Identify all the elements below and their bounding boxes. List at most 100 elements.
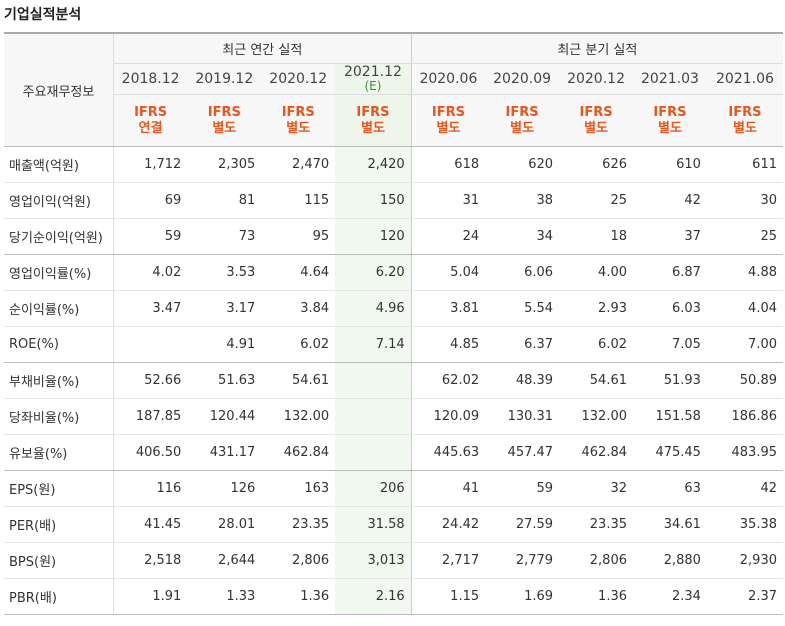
accounting-standard: IFRS 별도 [706, 94, 783, 147]
metric-value [113, 326, 188, 363]
period-label: 2020.12 [269, 71, 328, 87]
metric-value: 120 [335, 218, 412, 255]
accounting-standard: IFRS 연결 [113, 94, 188, 147]
accounting-standard: IFRS 별도 [485, 94, 560, 147]
metric-value: 611 [706, 146, 783, 183]
metric-value: 2,779 [485, 542, 560, 579]
standard-name: IFRS [207, 104, 241, 120]
metric-value: 120.09 [411, 398, 486, 435]
metric-value: 7.14 [335, 326, 412, 363]
accounting-standard: IFRS 별도 [559, 94, 633, 147]
standard-name: IFRS [134, 104, 168, 120]
statement-type: 별도 [360, 120, 385, 136]
table-row: BPS(원) 2,518 2,644 2,806 3,013 2,717 2,779 2,80… [4, 542, 783, 579]
metric-value: 610 [633, 146, 707, 183]
metric-value: 187.85 [113, 398, 188, 435]
metric-value: 6.02 [261, 326, 336, 363]
metric-label: BPS(원) [4, 542, 114, 579]
row-header-label: 주요재무정보 [4, 32, 114, 147]
metric-value: 2.16 [335, 578, 412, 615]
period-label: 2021.03 [641, 71, 699, 87]
metric-value: 35.38 [706, 506, 783, 543]
period-header: 2020.12 [559, 63, 633, 95]
metric-value: 130.31 [485, 398, 560, 435]
metric-value: 1,712 [113, 146, 188, 183]
metric-value: 7.00 [706, 326, 783, 363]
accounting-standard: IFRS 별도 [187, 94, 262, 147]
table-row: 순이익률(%) 3.47 3.17 3.84 4.96 3.81 5.54 2.93 6.03 4… [4, 290, 783, 327]
metric-value: 132.00 [261, 398, 336, 435]
period-header: 2020.09 [485, 63, 560, 95]
metric-label: 유보율(%) [4, 434, 114, 471]
period-label: 2018.12 [121, 71, 180, 87]
metric-value: 1.36 [559, 578, 633, 615]
metric-value: 618 [411, 146, 486, 183]
metric-value: 4.91 [187, 326, 262, 363]
metric-value [335, 434, 412, 471]
metric-value: 115 [261, 182, 336, 219]
metric-label: 당기순이익(억원) [4, 218, 114, 255]
statement-type: 별도 [510, 120, 535, 136]
metric-value: 1.91 [113, 578, 188, 615]
metric-value: 3.81 [411, 290, 486, 327]
metric-value: 54.61 [261, 362, 336, 399]
metric-value: 2,930 [706, 542, 783, 579]
statement-type: 별도 [658, 120, 682, 136]
metric-value: 34 [485, 218, 560, 255]
statement-type: 별도 [733, 120, 757, 136]
metric-value: 24 [411, 218, 486, 255]
accounting-standard: IFRS 별도 [411, 94, 486, 147]
period-label: 2020.06 [419, 71, 478, 87]
metric-value: 206 [335, 470, 412, 507]
metric-value: 1.15 [411, 578, 486, 615]
standard-name: IFRS [653, 104, 687, 120]
metric-value: 5.04 [411, 254, 486, 291]
metric-value: 4.85 [411, 326, 486, 363]
metric-value: 2,420 [335, 146, 412, 183]
metric-value: 1.36 [261, 578, 336, 615]
metric-value: 4.64 [261, 254, 336, 291]
metric-value: 31.58 [335, 506, 412, 543]
period-label: 2020.12 [567, 71, 625, 87]
metric-value: 3.84 [261, 290, 336, 327]
metric-value: 126 [187, 470, 262, 507]
metric-value: 37 [633, 218, 707, 255]
metric-value: 2,644 [187, 542, 262, 579]
metric-value: 31 [411, 182, 486, 219]
metric-value: 3.17 [187, 290, 262, 327]
metric-value: 132.00 [559, 398, 633, 435]
metric-label: EPS(원) [4, 470, 114, 507]
metric-value: 34.61 [633, 506, 707, 543]
metric-value: 24.42 [411, 506, 486, 543]
metric-value: 2,470 [261, 146, 336, 183]
metric-value: 6.06 [485, 254, 560, 291]
table-row: 영업이익(억원) 69 81 115 150 31 38 25 42 30 [4, 182, 783, 219]
metric-label: 당좌비율(%) [4, 398, 114, 435]
metric-value: 32 [559, 470, 633, 507]
accounting-standard: IFRS 별도 [261, 94, 336, 147]
metric-value: 54.61 [559, 362, 633, 399]
period-label: 2019.12 [195, 71, 254, 87]
metric-value: 4.00 [559, 254, 633, 291]
metric-value: 27.59 [485, 506, 560, 543]
accounting-standard: IFRS 별도 [633, 94, 707, 147]
page-title: 기업실적분석 [4, 7, 82, 23]
period-header: 2021.12 (E) [335, 63, 412, 95]
statement-type: 별도 [212, 120, 237, 136]
metric-value: 6.37 [485, 326, 560, 363]
standard-name: IFRS [356, 104, 390, 120]
standard-name: IFRS [281, 104, 315, 120]
table-row: 매출액(억원) 1,712 2,305 2,470 2,420 618 620 626 610 6… [4, 146, 783, 183]
metric-label: 매출액(억원) [4, 146, 114, 183]
metric-value: 25 [559, 182, 633, 219]
group-annual: 최근 연간 실적 [113, 32, 412, 64]
metric-value: 4.02 [113, 254, 188, 291]
metric-value: 51.93 [633, 362, 707, 399]
metric-value: 41.45 [113, 506, 188, 543]
metric-value [335, 398, 412, 435]
period-header: 2020.12 [261, 63, 336, 95]
metric-value: 59 [485, 470, 560, 507]
standard-name: IFRS [579, 104, 613, 120]
metric-value: 475.45 [633, 434, 707, 471]
statement-type: 별도 [286, 120, 311, 136]
